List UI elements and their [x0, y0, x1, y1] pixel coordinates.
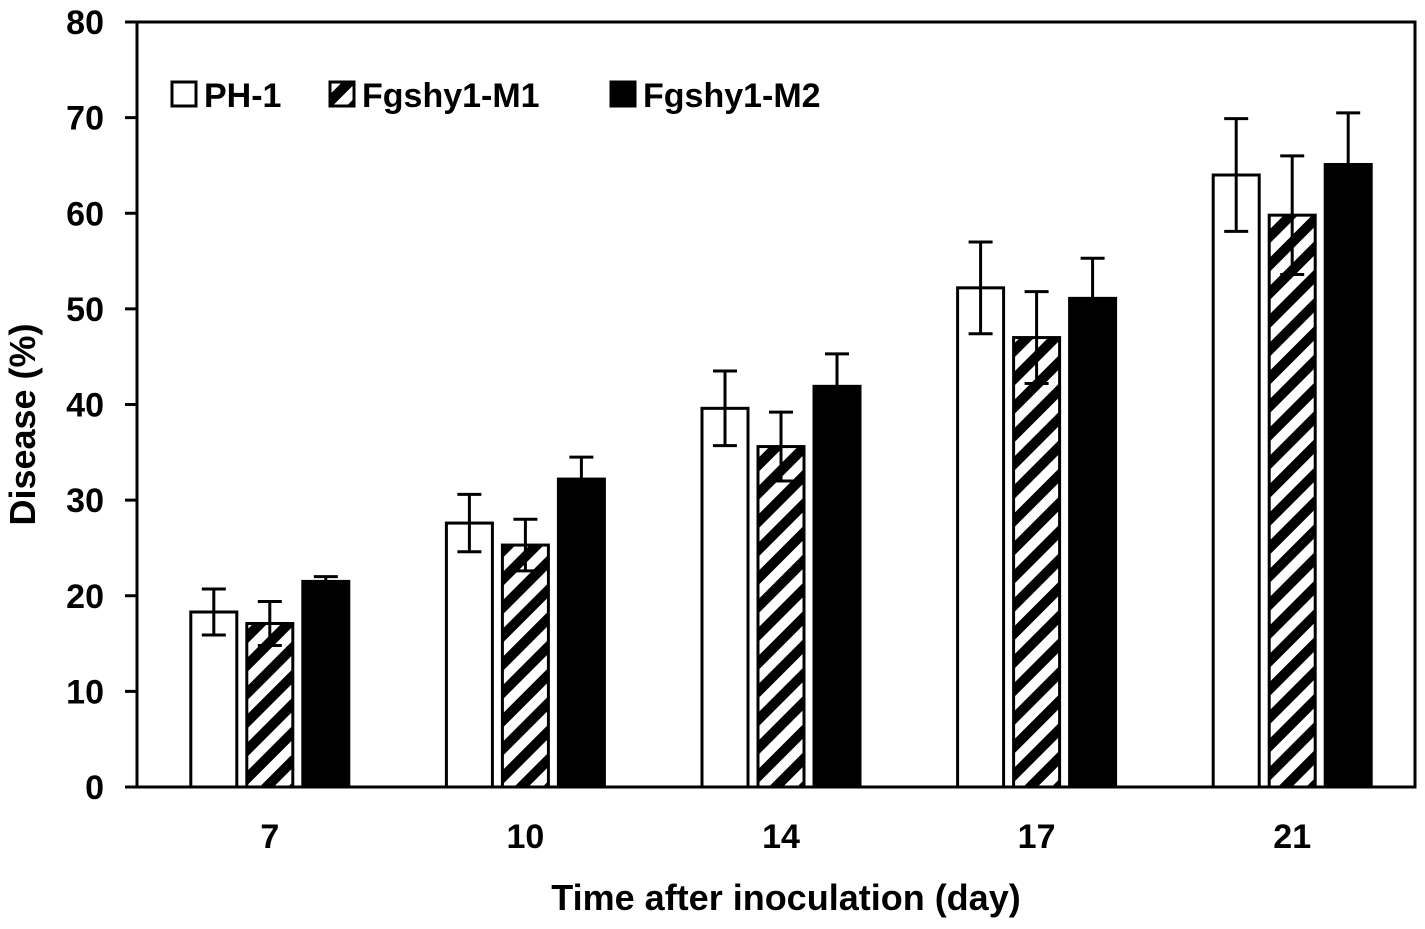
bar-Fgshy1-M2-14 — [812, 384, 862, 789]
error-bar-Fgshy1-M1-14 — [769, 410, 793, 483]
error-bar-Fgshy1-M1-17 — [1024, 290, 1049, 385]
x-tick-label: 14 — [762, 818, 800, 856]
bar-PH-1-7 — [189, 610, 239, 789]
y-axis-title: Disease (%) — [2, 323, 43, 525]
error-bar-Fgshy1-M2-14 — [825, 352, 849, 421]
bar-PH-1-14 — [700, 406, 750, 789]
x-tick-label: 7 — [260, 818, 279, 856]
bar-PH-1-17 — [956, 286, 1006, 789]
legend-label: Fgshy1-M1 — [362, 77, 540, 115]
error-bar-Fgshy1-M2-21 — [1336, 111, 1361, 218]
error-bar-PH-1-17 — [968, 240, 993, 336]
error-bar-Fgshy1-M1-21 — [1280, 154, 1305, 276]
error-bar-Fgshy1-M1-7 — [257, 599, 282, 647]
legend-item-PH-1: PH-1 — [170, 77, 281, 115]
y-tick-label: 70 — [66, 100, 104, 138]
error-bar-PH-1-14 — [713, 369, 737, 448]
bar-group-day-14 — [700, 352, 862, 789]
legend-label: PH-1 — [204, 77, 281, 115]
legend: PH-1 Fgshy1-M1 Fgshy1-M2 — [170, 77, 821, 115]
y-tick-label: 80 — [66, 4, 104, 42]
bar-group-day-10 — [444, 455, 606, 789]
bar-PH-1-10 — [444, 521, 494, 789]
y-tick-label: 40 — [66, 387, 104, 425]
legend-item-Fgshy1-M2: Fgshy1-M2 — [609, 77, 821, 115]
y-tick-label: 10 — [66, 673, 104, 711]
y-tick-label: 0 — [85, 769, 104, 807]
bar-Fgshy1-M1-10 — [500, 543, 550, 789]
error-bar-Fgshy1-M2-17 — [1080, 256, 1105, 341]
bar-Fgshy1-M1-21 — [1267, 213, 1317, 789]
error-bar-PH-1-10 — [457, 492, 482, 554]
legend-item-Fgshy1-M1: Fgshy1-M1 — [328, 77, 540, 115]
x-tick-label: 17 — [1018, 818, 1056, 856]
y-tick-label: 60 — [66, 195, 104, 233]
y-tick-label: 50 — [66, 291, 104, 329]
bar-group-day-21 — [1211, 111, 1373, 789]
error-bar-Fgshy1-M2-10 — [569, 455, 594, 503]
bar-PH-1-21 — [1211, 173, 1261, 789]
error-bar-PH-1-21 — [1224, 117, 1249, 233]
error-bar-Fgshy1-M1-10 — [513, 517, 538, 573]
bar-Fgshy1-M2-10 — [556, 477, 606, 789]
error-bar-PH-1-7 — [201, 587, 226, 637]
bar-group-day-17 — [956, 240, 1118, 789]
bar-Fgshy1-M1-17 — [1012, 336, 1062, 789]
bar-Fgshy1-M2-21 — [1323, 162, 1373, 789]
bar-Fgshy1-M1-14 — [756, 445, 806, 789]
legend-swatch — [328, 80, 356, 108]
legend-swatch — [609, 80, 637, 108]
bar-Fgshy1-M2-17 — [1068, 296, 1118, 789]
legend-swatch — [170, 80, 198, 108]
bar-Fgshy1-M2-7 — [301, 579, 351, 789]
x-tick-label: 21 — [1273, 818, 1311, 856]
error-bar-Fgshy1-M2-7 — [313, 575, 338, 588]
legend-label: Fgshy1-M2 — [643, 77, 821, 115]
bar-group-day-7 — [189, 575, 351, 789]
y-tick-label: 30 — [66, 482, 104, 520]
x-tick-label: 10 — [506, 818, 544, 856]
bar-Fgshy1-M1-7 — [245, 621, 295, 789]
y-tick-label: 20 — [66, 578, 104, 616]
x-axis-title: Time after inoculation (day) — [551, 877, 1020, 918]
